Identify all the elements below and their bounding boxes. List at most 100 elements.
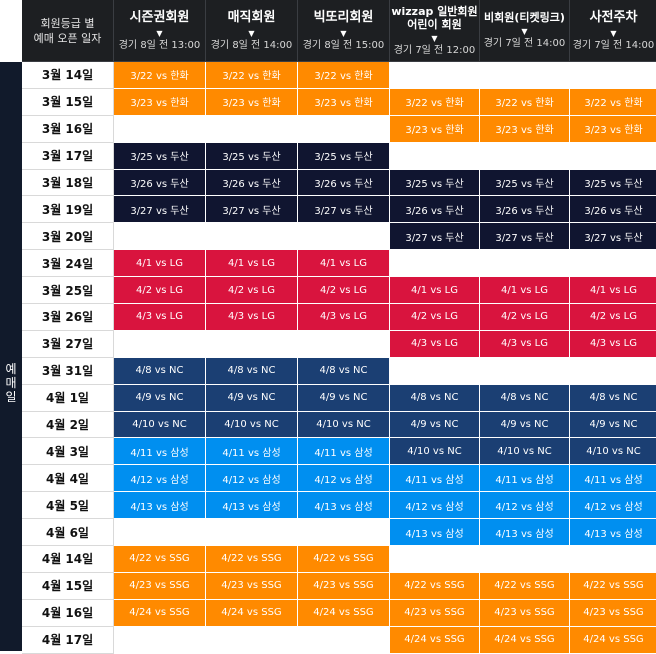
game-cell: 4/1 vs LG [570,277,656,305]
game-cell: 3/26 vs 두산 [114,169,206,197]
game-cell: 4/8 vs NC [114,357,206,385]
game-cell: 3/23 vs 한화 [206,88,298,116]
game-cell: 4/10 vs NC [206,411,298,439]
game-cell: 3/27 vs 두산 [206,196,298,224]
game-cell: 4/8 vs NC [206,357,298,385]
table-row: 4월 14일 4/22 vs SSG 4/22 vs SSG 4/22 vs SSG [22,546,656,573]
column-header-season: 시즌권회원 ▼ 경기 8일 전 13:00 [114,0,206,62]
game-cell: 4/8 vs NC [570,384,656,412]
game-cell: 4/24 vs SSG [570,626,656,654]
game-cell: 3/25 vs 두산 [480,169,570,197]
row-date: 3월 25일 [22,277,114,305]
empty-cell [298,115,390,143]
game-cell: 4/3 vs LG [114,304,206,331]
game-cell: 4/13 vs 삼성 [390,519,480,547]
empty-cell [114,519,206,547]
game-cell: 3/27 vs 두산 [480,223,570,251]
empty-cell [206,519,298,547]
game-cell: 3/25 vs 두산 [298,142,390,170]
game-cell: 3/23 vs 한화 [480,115,570,143]
game-cell: 3/23 vs 한화 [298,88,390,116]
game-cell: 4/3 vs LG [570,330,656,358]
empty-cell [570,357,656,385]
game-cell: 4/22 vs SSG [298,546,390,573]
row-date: 4월 15일 [22,572,114,600]
empty-cell [390,546,480,573]
empty-cell [298,519,390,547]
game-cell: 4/12 vs 삼성 [298,465,390,493]
row-date: 3월 27일 [22,330,114,358]
empty-cell [570,546,656,573]
empty-cell [114,626,206,654]
game-cell: 3/25 vs 두산 [206,142,298,170]
down-arrow-icon: ▼ [431,33,438,43]
game-cell: 3/23 vs 한화 [114,88,206,116]
table-row: 3월 17일 3/25 vs 두산 3/25 vs 두산 3/25 vs 두산 [22,142,656,170]
down-arrow-icon: ▼ [248,28,255,38]
row-date: 4월 4일 [22,465,114,493]
empty-cell [206,115,298,143]
empty-cell [480,142,570,170]
game-cell: 4/3 vs LG [298,304,390,331]
table-row: 4월 2일 4/10 vs NC 4/10 vs NC 4/10 vs NC 4/9 v… [22,411,656,439]
row-date: 3월 26일 [22,304,114,331]
row-date: 3월 18일 [22,169,114,197]
column-time: 경기 7일 전 14:00 [572,39,655,51]
column-header-nonmember: 비회원(티켓링크) ▼ 경기 7일 전 14:00 [480,0,570,62]
table-row: 4월 1일 4/9 vs NC 4/9 vs NC 4/9 vs NC 4/8 vs N… [22,384,656,412]
game-cell: 4/1 vs LG [298,250,390,278]
table-row: 4월 6일 4/13 vs 삼성 4/13 vs 삼성 4/13 vs 삼성 [22,519,656,547]
row-date: 4월 1일 [22,384,114,412]
game-cell: 3/26 vs 두산 [570,196,656,224]
row-date: 3월 14일 [22,62,114,89]
column-time: 경기 8일 전 13:00 [118,39,201,51]
empty-cell [206,626,298,654]
empty-cell [206,223,298,251]
game-cell: 4/23 vs SSG [114,572,206,600]
game-cell: 4/24 vs SSG [298,599,390,627]
empty-cell [390,62,480,89]
header-corner: 회원등급 별 예매 오픈 일자 [22,0,114,62]
game-cell: 3/22 vs 한화 [298,62,390,89]
game-cell: 4/9 vs NC [480,411,570,439]
game-cell: 4/1 vs LG [114,250,206,278]
empty-cell [570,62,656,89]
game-cell: 4/11 vs 삼성 [480,465,570,493]
game-cell: 4/11 vs 삼성 [298,438,390,466]
row-date: 3월 17일 [22,142,114,170]
game-cell: 4/10 vs NC [480,438,570,466]
game-cell: 4/2 vs LG [570,304,656,331]
table-row: 3월 15일 3/23 vs 한화 3/23 vs 한화 3/23 vs 한화 3/22… [22,88,656,116]
game-cell: 4/24 vs SSG [480,626,570,654]
column-time: 경기 7일 전 14:00 [483,38,566,49]
game-cell: 4/3 vs LG [206,304,298,331]
schedule-body: 3월 14일 3/22 vs 한화 3/22 vs 한화 3/22 vs 한화 3월 1… [22,62,656,654]
game-cell: 4/12 vs 삼성 [206,465,298,493]
row-date: 4월 6일 [22,519,114,547]
table-row: 4월 16일 4/24 vs SSG 4/24 vs SSG 4/24 vs SSG 4… [22,599,656,627]
empty-cell [114,223,206,251]
game-cell: 4/11 vs 삼성 [390,465,480,493]
table-row: 3월 26일 4/3 vs LG 4/3 vs LG 4/3 vs LG 4/2 vs … [22,304,656,331]
column-header-parking: 사전주차 ▼ 경기 7일 전 14:00 [570,0,656,62]
table-row: 3월 25일 4/2 vs LG 4/2 vs LG 4/2 vs LG 4/1 vs … [22,277,656,305]
game-cell: 4/9 vs NC [206,384,298,412]
game-cell: 4/3 vs LG [480,330,570,358]
down-arrow-icon: ▼ [156,28,163,38]
row-date: 4월 2일 [22,411,114,439]
table-row: 3월 31일 4/8 vs NC 4/8 vs NC 4/8 vs NC [22,357,656,385]
game-cell: 4/3 vs LG [390,330,480,358]
game-cell: 3/25 vs 두산 [570,169,656,197]
game-cell: 4/2 vs LG [480,304,570,331]
table-row: 3월 16일 3/23 vs 한화 3/23 vs 한화 3/23 vs 한화 [22,115,656,143]
column-time: 경기 8일 전 15:00 [302,39,385,51]
game-cell: 4/13 vs 삼성 [480,519,570,547]
game-cell: 3/27 vs 두산 [298,196,390,224]
game-cell: 3/22 vs 한화 [114,62,206,89]
empty-cell [480,62,570,89]
game-cell: 3/22 vs 한화 [390,88,480,116]
empty-cell [570,142,656,170]
row-date: 4월 17일 [22,626,114,654]
game-cell: 4/12 vs 삼성 [114,465,206,493]
empty-cell [206,330,298,358]
